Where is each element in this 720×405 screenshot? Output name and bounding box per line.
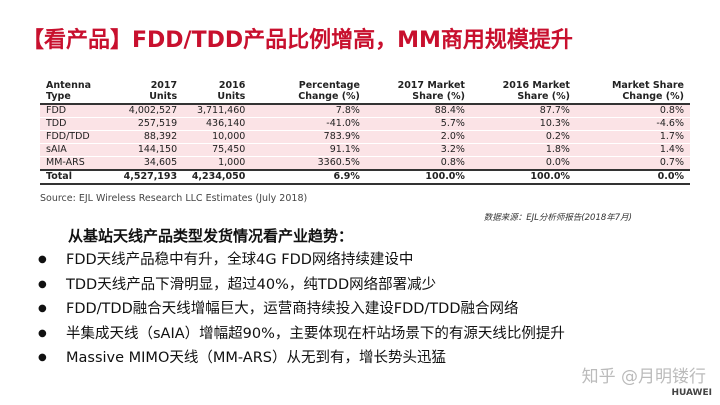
bullet-item: TDD天线产品下滑明显，超过40%，纯TDD网络部署减少 <box>38 273 565 298</box>
data-table: Antenna Type 2017 Units 2016 Units Percenta… <box>40 80 690 185</box>
table-cell: 7.8% <box>251 104 366 118</box>
table-cell: 0.0% <box>470 156 576 171</box>
table-cell: 4,527,193 <box>114 169 184 185</box>
table-cell: 6.9% <box>251 169 366 185</box>
table-cell: 5.7% <box>365 117 471 131</box>
table-cell: 1.8% <box>470 143 576 157</box>
table-cell: 88,392 <box>114 130 184 144</box>
header-cell: 2017 Market Share (%) <box>365 80 471 105</box>
table-cell: 100.0% <box>365 169 471 185</box>
bullet-item: 半集成天线（sAIA）增幅超90%，主要体现在杆站场景下的有源天线比例提升 <box>38 322 565 347</box>
table-cell: FDD <box>40 104 115 118</box>
logo: HUAWEI <box>671 388 712 398</box>
table-row: TDD 257,519 436,140 -41.0% 5.7% 10.3% -4.6% <box>40 117 690 131</box>
table-cell: 1.4% <box>575 143 690 157</box>
table-source: Source: EJL Wireless Research LLC Estima… <box>40 193 308 204</box>
table-cell: 87.7% <box>470 104 576 118</box>
watermark: 知乎 @月明镂行 <box>581 367 706 387</box>
table-cell: 88.4% <box>365 104 471 118</box>
bullet-item: FDD/TDD融合天线增幅巨大，运营商持续投入建设FDD/TDD融合网络 <box>38 297 565 322</box>
table-cell: 1.7% <box>575 130 690 144</box>
table-row: FDD/TDD 88,392 10,000 783.9% 2.0% 0.2% 1.7% <box>40 130 690 144</box>
header-cell: Antenna Type <box>40 80 115 105</box>
table-cell: 0.0% <box>575 169 690 185</box>
table-cell: 34,605 <box>114 156 184 171</box>
table-cell: 10.3% <box>470 117 576 131</box>
bullet-item: Massive MIMO天线（MM-ARS）从无到有，增长势头迅猛 <box>38 346 565 371</box>
table-cell: 91.1% <box>251 143 366 157</box>
header-cell: 2016 Market Share (%) <box>470 80 576 105</box>
table-cell: Total <box>40 169 115 185</box>
table-cell: 4,234,050 <box>183 169 252 185</box>
table-row: MM-ARS 34,605 1,000 3360.5% 0.8% 0.0% 0.7% <box>40 156 690 171</box>
table-cell: 75,450 <box>183 143 252 157</box>
table-cell: 0.8% <box>365 156 471 171</box>
slide-title: 【看产品】FDD/TDD产品比例增高，MM商用规模提升 <box>22 28 573 53</box>
table-cell: TDD <box>40 117 115 131</box>
bullet-list: FDD天线产品稳中有升，全球4G FDD网络持续建设中TDD天线产品下滑明显，超… <box>38 248 565 371</box>
total-row: Total 4,527,193 4,234,050 6.9% 100.0% 100.0% 0… <box>40 169 690 185</box>
table-cell: 100.0% <box>470 169 576 185</box>
bullet-item: FDD天线产品稳中有升，全球4G FDD网络持续建设中 <box>38 248 565 273</box>
table-cell: 144,150 <box>114 143 184 157</box>
table-cell: 257,519 <box>114 117 184 131</box>
header-cell: 2017 Units <box>114 80 184 105</box>
table-cell: -41.0% <box>251 117 366 131</box>
table-cell: 4,002,527 <box>114 104 184 118</box>
table-cell: 3.2% <box>365 143 471 157</box>
table-cell: FDD/TDD <box>40 130 115 144</box>
table-cell: 2.0% <box>365 130 471 144</box>
table-cell: MM-ARS <box>40 156 115 171</box>
table-cell: 0.2% <box>470 130 576 144</box>
table-cell: 436,140 <box>183 117 252 131</box>
table-cell: 783.9% <box>251 130 366 144</box>
data-source: 数据来源：EJL分析师报告(2018年7月) <box>483 213 632 223</box>
header-row: Antenna Type 2017 Units 2016 Units Percenta… <box>40 80 690 105</box>
table-cell: sAIA <box>40 143 115 157</box>
section-heading: 从基站天线产品类型发货情况看产业趋势： <box>68 227 354 245</box>
table-cell: -4.6% <box>575 117 690 131</box>
table-cell: 3360.5% <box>251 156 366 171</box>
table-cell: 10,000 <box>183 130 252 144</box>
table-cell: 0.7% <box>575 156 690 171</box>
table-row: sAIA 144,150 75,450 91.1% 3.2% 1.8% 1.4% <box>40 143 690 157</box>
table-cell: 3,711,460 <box>183 104 252 118</box>
table-row: FDD 4,002,527 3,711,460 7.8% 88.4% 87.7% 0.8% <box>40 104 690 118</box>
table-cell: 0.8% <box>575 104 690 118</box>
table-cell: 1,000 <box>183 156 252 171</box>
header-cell: Market Share Change (%) <box>575 80 690 105</box>
header-cell: Percentage Change (%) <box>251 80 366 105</box>
header-cell: 2016 Units <box>183 80 252 105</box>
